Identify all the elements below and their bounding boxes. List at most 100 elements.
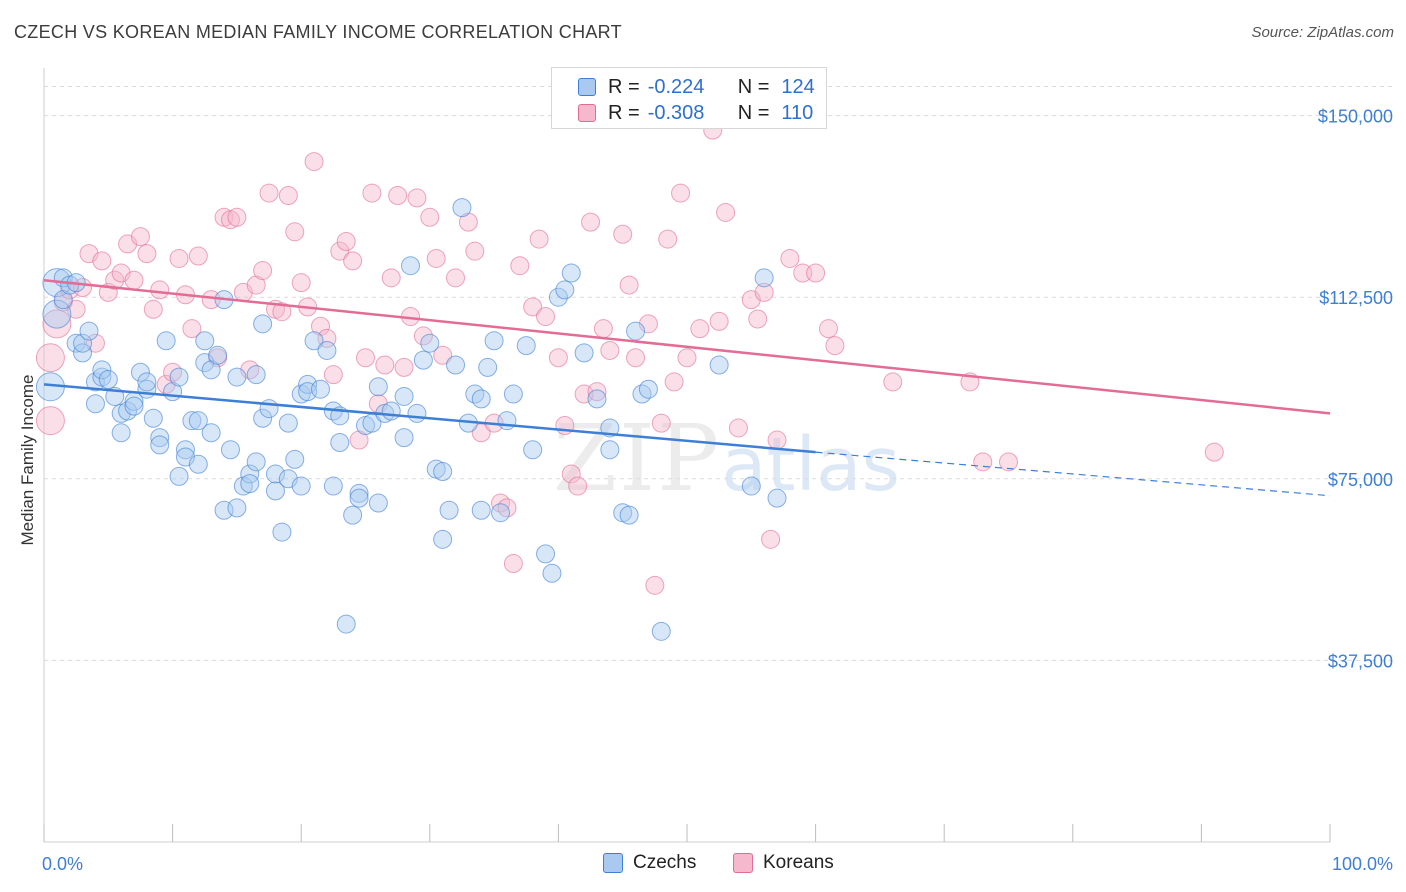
korean-point-99 — [748, 309, 768, 329]
korean-point-67 — [491, 493, 511, 513]
legend-row-czech: R = -0.224 N = 124 — [578, 74, 815, 100]
korean-points — [35, 120, 1224, 595]
czech-point-54 — [259, 399, 279, 419]
czech-point-25 — [143, 408, 163, 428]
czech-point-60 — [285, 449, 305, 469]
y-tick-label-3: $150,000 — [1318, 107, 1393, 127]
czech-point-92 — [452, 198, 472, 218]
czech-point-2 — [42, 299, 72, 329]
korean-point-91 — [671, 183, 691, 203]
czech-point-96 — [471, 500, 491, 520]
korean-point-36 — [272, 302, 292, 322]
czech-point-86 — [420, 333, 440, 353]
czech-point-63 — [298, 374, 318, 394]
czech-swatch — [578, 78, 596, 96]
korean-point-101 — [761, 529, 781, 549]
korean-point-55 — [394, 357, 414, 377]
czech-point-31 — [169, 367, 189, 387]
korean-point-17 — [143, 299, 163, 319]
legend-korean-n-label: N = — [737, 101, 770, 124]
korean-point-45 — [330, 241, 350, 261]
korean-point-59 — [420, 207, 440, 227]
czech-trend-line — [43, 383, 816, 454]
korean-point-92 — [677, 348, 697, 368]
czech-point-117 — [638, 379, 658, 399]
korean-point-90 — [664, 372, 684, 392]
korean-point-106 — [818, 319, 838, 339]
korean-point-72 — [529, 229, 549, 249]
legend-czech-n-label: N = — [737, 75, 770, 98]
czech-point-3 — [53, 290, 73, 310]
czech-point-59 — [278, 413, 298, 433]
korean-point-105 — [806, 263, 826, 283]
czech-point-67 — [317, 340, 337, 360]
korean-point-52 — [375, 355, 395, 375]
czech-point-70 — [330, 432, 350, 452]
korean-point-23 — [182, 319, 202, 339]
korean-point-15 — [130, 227, 150, 247]
czech-point-74 — [349, 483, 369, 503]
y-axis-label: Median Family Income — [18, 374, 37, 545]
czech-point-39 — [201, 423, 221, 443]
czech-point-99 — [491, 503, 511, 523]
czech-point-80 — [381, 401, 401, 421]
legend-row-korean: R = -0.308 N = 110 — [578, 100, 813, 126]
axis-labels: $37,500 $75,000 $112,500 $150,000 0.0% 100.0%… — [18, 107, 1393, 874]
korean-point-69 — [503, 554, 523, 574]
axes — [43, 68, 1331, 843]
korean-point-103 — [780, 248, 800, 268]
korean-point-33 — [253, 261, 273, 281]
korean-trend-line — [43, 278, 1331, 415]
korean-point-97 — [728, 418, 748, 438]
korean-point-1 — [35, 343, 65, 373]
czech-point-119 — [709, 355, 729, 375]
korean-point-2 — [42, 309, 72, 339]
czech-point-97 — [478, 357, 498, 377]
bottom-legend-czechs: Czechs — [603, 852, 696, 874]
bottom-czech-swatch — [603, 853, 623, 873]
czech-point-73 — [343, 505, 363, 525]
bottom-legend-koreans-label: Koreans — [763, 852, 834, 873]
korean-point-14 — [124, 270, 144, 290]
czech-points — [35, 198, 787, 641]
czech-point-53 — [253, 314, 273, 334]
korean-point-61 — [433, 345, 453, 365]
watermark-atlas: atlas — [721, 422, 900, 508]
czech-point-36 — [188, 411, 208, 431]
czech-point-7 — [66, 333, 86, 353]
legend-czech-n-value: 124 — [781, 75, 815, 98]
czech-point-57 — [272, 522, 292, 542]
czech-point-28 — [156, 331, 176, 351]
czech-point-35 — [188, 454, 208, 474]
korean-point-84 — [619, 275, 639, 295]
czech-point-103 — [523, 440, 543, 460]
czech-point-100 — [497, 411, 517, 431]
czech-point-45 — [227, 498, 247, 518]
czech-point-24 — [137, 372, 157, 392]
legend-korean-n-value: 110 — [781, 101, 814, 124]
czech-point-89 — [433, 462, 453, 482]
czech-point-32 — [175, 440, 195, 460]
korean-point-81 — [593, 319, 613, 339]
korean-point-100 — [754, 282, 774, 302]
korean-point-96 — [716, 202, 736, 222]
czech-point-82 — [394, 386, 414, 406]
czech-point-65 — [304, 331, 324, 351]
czech-point-83 — [401, 256, 421, 276]
trend-lines — [43, 278, 1331, 497]
korean-point-64 — [465, 241, 485, 261]
korean-point-29 — [227, 207, 247, 227]
legend-czech-r-label: R = — [608, 75, 640, 98]
czech-point-52 — [253, 408, 273, 428]
y-tick-label-2: $112,500 — [1319, 288, 1393, 308]
czech-point-19 — [118, 401, 138, 421]
czech-point-9 — [73, 333, 93, 353]
czech-point-26 — [150, 428, 170, 448]
korean-point-50 — [362, 183, 382, 203]
czech-point-115 — [626, 321, 646, 341]
korean-point-76 — [561, 464, 581, 484]
czech-point-75 — [349, 488, 369, 508]
korean-point-111 — [999, 452, 1018, 472]
korean-point-89 — [658, 229, 678, 249]
korean-point-42 — [310, 316, 330, 336]
